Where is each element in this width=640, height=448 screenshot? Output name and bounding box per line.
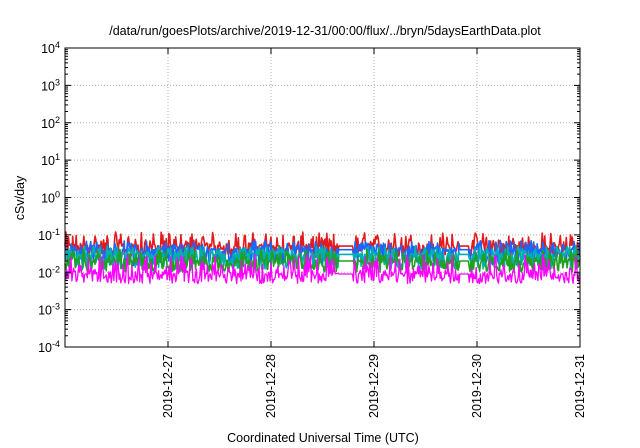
- x-tick-label: 2019-12-30: [470, 354, 484, 418]
- x-tick-label: 2019-12-29: [367, 354, 381, 418]
- y-tick-label: 10-2: [38, 264, 60, 280]
- y-tick-label: 10-1: [38, 227, 60, 243]
- series-line: [64, 245, 581, 270]
- y-tick-label: 10-4: [38, 339, 60, 355]
- chart-title: /data/run/goesPlots/archive/2019-12-31/0…: [109, 24, 541, 38]
- grid: [65, 48, 581, 347]
- x-tick-label: 2019-12-28: [264, 354, 278, 418]
- y-tick-label: 100: [41, 190, 60, 206]
- y-tick-label: 104: [41, 40, 60, 56]
- x-tick-label: 2019-12-27: [161, 354, 175, 418]
- x-tick-label: 2019-12-31: [573, 354, 587, 418]
- series-line: [64, 231, 581, 259]
- plot-frame: [64, 47, 581, 348]
- series-group: [64, 231, 581, 285]
- y-tick-label: 103: [41, 77, 60, 93]
- y-tick-label: 10-3: [38, 302, 60, 318]
- y-axis-label: cSv/day: [13, 175, 27, 220]
- x-axis-label: Coordinated Universal Time (UTC): [227, 431, 419, 445]
- series-line: [64, 253, 581, 285]
- y-tick-label: 101: [41, 152, 60, 168]
- x-tick-labels: 2019-12-27 2019-12-28 2019-12-29 2019-12-30…: [161, 48, 587, 418]
- y-tick-label: 102: [41, 115, 60, 131]
